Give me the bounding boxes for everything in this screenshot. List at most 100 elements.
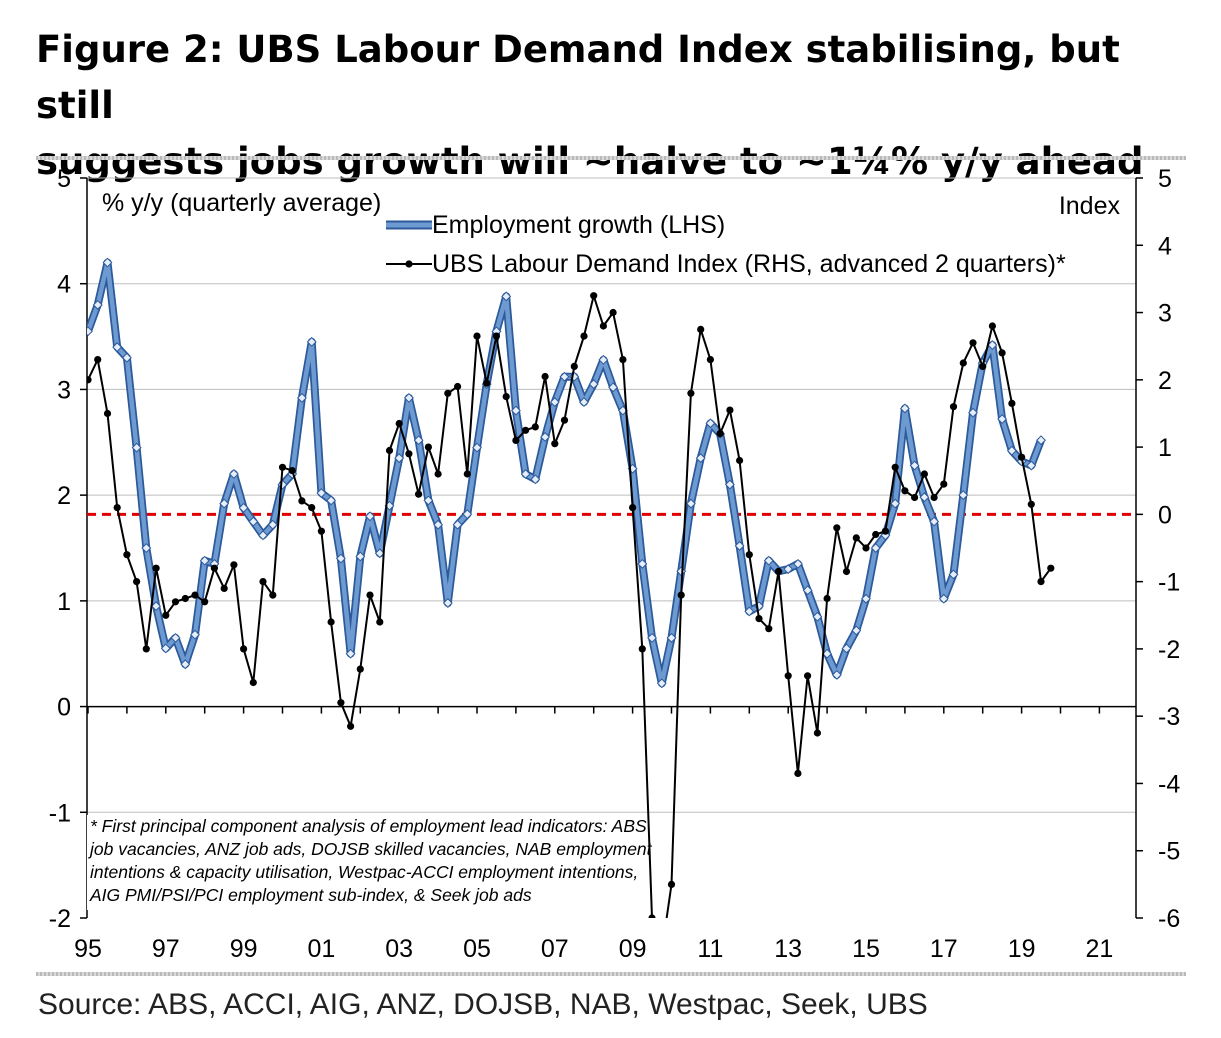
employment-point <box>501 291 512 302</box>
tick-marks <box>80 177 1143 919</box>
left-tick-label: -2 <box>49 905 71 933</box>
employment-point <box>355 551 366 562</box>
index-point <box>201 598 209 606</box>
index-point <box>376 618 384 626</box>
index-point <box>629 504 637 512</box>
employment-point <box>335 553 346 564</box>
index-point <box>444 389 452 397</box>
employment-point <box>433 519 444 530</box>
employment-point <box>958 490 969 501</box>
x-tick-label: 95 <box>74 935 102 963</box>
index-point <box>502 393 510 401</box>
x-tick-label: 11 <box>697 935 723 963</box>
title-line-2: suggests jobs growth will ~halve to ~1¼%… <box>36 140 1144 183</box>
index-point <box>317 527 325 535</box>
employment-point <box>559 371 570 382</box>
left-tick-label: -1 <box>49 799 71 827</box>
index-point <box>288 467 296 475</box>
employment-point <box>131 442 142 453</box>
employment-point <box>87 326 93 337</box>
employment-point <box>112 342 123 353</box>
employment-point <box>890 498 901 509</box>
index-point <box>667 880 676 889</box>
employment-point <box>870 543 881 553</box>
index-point <box>103 409 112 418</box>
employment-point <box>442 598 453 608</box>
employment-point <box>705 418 716 429</box>
right-tick-label: 1 <box>1158 434 1172 462</box>
index-point <box>152 564 160 572</box>
employment-point <box>588 379 599 390</box>
index-point <box>94 356 102 364</box>
axes <box>86 178 1137 918</box>
footnote-line-1: * First principal component analysis of … <box>90 816 647 836</box>
employment-point <box>851 625 862 636</box>
source-note: Source: ABS, ACCI, AIG, ANZ, DOJSB, NAB,… <box>38 988 928 1021</box>
left-tick-label: 5 <box>57 165 71 193</box>
right-axis-label: Index <box>1059 192 1121 220</box>
employment-point <box>617 405 628 416</box>
employment-point <box>929 516 940 527</box>
employment-point <box>102 257 113 268</box>
employment-point <box>608 382 619 393</box>
employment-point <box>812 611 823 622</box>
employment-point <box>92 299 103 310</box>
index-point <box>881 527 890 535</box>
index-point <box>911 493 919 502</box>
employment-point <box>306 336 317 347</box>
index-point <box>784 672 792 680</box>
index-point <box>1047 564 1055 572</box>
legend-label-employment: Employment growth (LHS) <box>432 211 725 239</box>
title-line-1: Figure 2: UBS Labour Demand Index stabil… <box>36 28 1120 127</box>
employment-point <box>685 498 696 509</box>
employment-point <box>1006 445 1017 456</box>
index-point <box>142 645 150 653</box>
employment-point <box>968 407 978 418</box>
index-point <box>852 534 860 542</box>
x-tick-label: 01 <box>307 935 335 963</box>
index-point <box>1027 500 1035 508</box>
index-line <box>87 291 1052 918</box>
employment-point <box>997 414 1008 425</box>
index-point <box>512 436 520 444</box>
index-point <box>454 382 462 391</box>
index-point <box>813 729 822 737</box>
index-point <box>1018 453 1026 461</box>
index-point <box>133 578 141 586</box>
index-point <box>347 722 355 730</box>
employment-point <box>190 629 200 640</box>
employment-point <box>170 632 181 643</box>
index-point <box>765 625 773 633</box>
employment-point <box>919 492 930 503</box>
index-point <box>580 332 588 340</box>
left-tick-label: 3 <box>57 376 71 404</box>
employment-point <box>238 502 249 513</box>
left-tick-label: 2 <box>57 482 71 510</box>
right-tick-label: -1 <box>1158 569 1180 597</box>
employment-point <box>724 479 735 490</box>
employment-point <box>316 488 327 498</box>
index-point <box>940 480 948 488</box>
index-point <box>755 615 763 623</box>
x-tick-label: 15 <box>852 935 880 963</box>
employment-point <box>160 643 171 654</box>
employment-point <box>861 593 871 604</box>
index-point <box>774 567 783 576</box>
index-point <box>677 591 685 599</box>
index-point <box>930 493 938 502</box>
employment-point <box>462 509 473 520</box>
index-point <box>210 564 218 572</box>
right-tick-label: -6 <box>1158 905 1180 933</box>
index-point <box>473 332 481 340</box>
index-point <box>1008 399 1016 407</box>
index-point <box>308 504 316 512</box>
series-employment-growth <box>87 257 1047 689</box>
left-tick-label: 4 <box>57 271 71 299</box>
employment-point <box>783 564 794 575</box>
index-point <box>638 645 646 653</box>
index-point <box>1037 578 1045 586</box>
employment-point <box>472 442 482 453</box>
index-point <box>862 544 870 552</box>
